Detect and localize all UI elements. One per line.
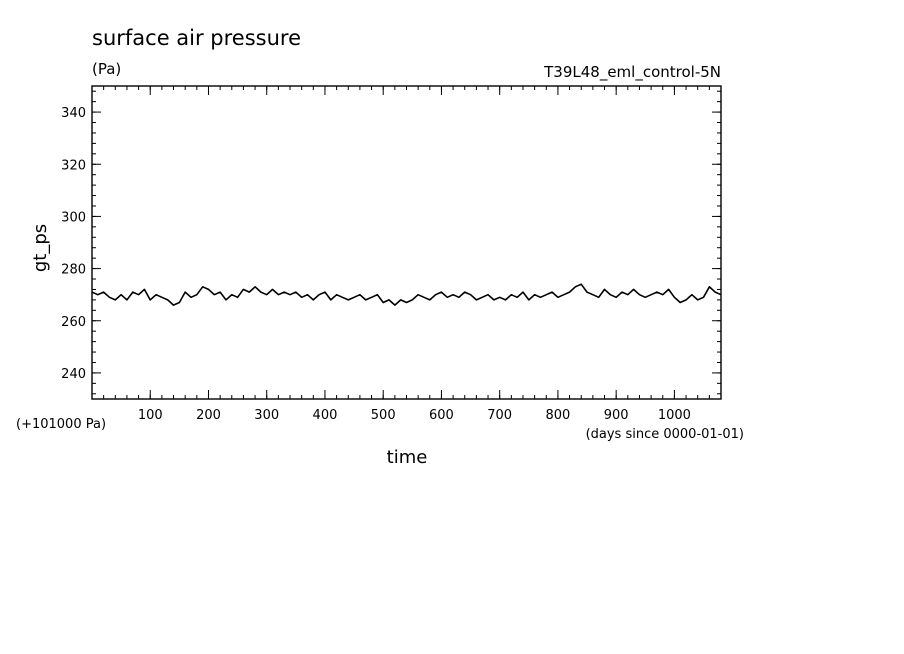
y-axis-label: gt_ps [30,224,51,272]
axis-ticks [92,86,721,399]
y-tick-label: 320 [61,158,86,173]
x-units-label: (days since 0000-01-01) [586,427,744,442]
x-tick-label: 900 [604,408,629,423]
axis-tick-labels: 100 200 300 400 500 600 700 800 900 1000 240 260 280… [61,106,691,423]
x-tick-label: 500 [371,408,396,423]
run-label: T39L48_eml_control-5N [543,63,721,82]
x-tick-label: 100 [138,408,163,423]
x-tick-label: 300 [254,408,279,423]
plot-frame [91,85,722,400]
units-label: (Pa) [92,60,121,78]
x-tick-label: 800 [546,408,571,423]
x-tick-label: 600 [429,408,454,423]
y-tick-label: 300 [61,210,86,225]
y-tick-label: 340 [61,106,86,121]
x-tick-label: 200 [196,408,221,423]
x-tick-label: 700 [487,408,512,423]
y-offset-label: (+101000 Pa) [16,417,106,432]
x-tick-label: 400 [313,408,338,423]
series-line [91,283,722,306]
y-tick-label: 240 [61,367,86,382]
x-tick-label: 1000 [658,408,691,423]
y-tick-label: 260 [61,315,86,330]
y-tick-label: 280 [61,263,86,278]
x-axis-label: time [387,447,428,468]
chart-title: surface air pressure [92,26,301,50]
